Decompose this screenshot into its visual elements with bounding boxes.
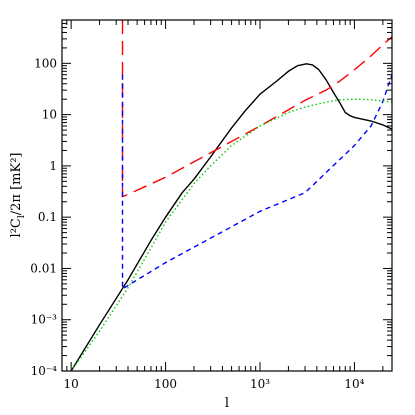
series-red-long-dash (121, 20, 392, 198)
y-axis-label: l²Cl/2π [mK²] (9, 153, 27, 238)
x-axis-label: l (225, 396, 229, 411)
y-tick-label: 1 (49, 159, 57, 173)
series-layer (70, 20, 392, 371)
tick-labels-layer: 10 100 10³ 10⁴ 10⁻⁴ 10⁻³ 0.01 0.1 1 10 100 (30, 56, 364, 391)
series-black-solid (70, 63, 392, 371)
y-tick-label: 10⁻⁴ (31, 364, 58, 378)
y-tick-label: 0.01 (30, 261, 57, 275)
x-tick-label: 10⁴ (344, 377, 364, 391)
y-tick-label: 10 (42, 108, 57, 122)
x-tick-label: 100 (154, 377, 177, 391)
x-tick-label: 10 (64, 377, 79, 391)
x-tick-label: 10³ (250, 377, 270, 391)
series-blue-short-dash (121, 74, 392, 290)
y-tick-label: 0.1 (38, 210, 57, 224)
y-axis-label-main: l²C (9, 218, 24, 237)
ticks-layer (61, 19, 392, 372)
plot-frame (61, 19, 393, 372)
y-axis-label-tail: /2π [mK²] (9, 153, 24, 216)
y-axis-label-sub: l (17, 215, 27, 218)
y-tick-label: 10⁻³ (31, 313, 58, 327)
y-tick-label: 100 (34, 56, 57, 70)
series-green-dotted (70, 98, 392, 371)
